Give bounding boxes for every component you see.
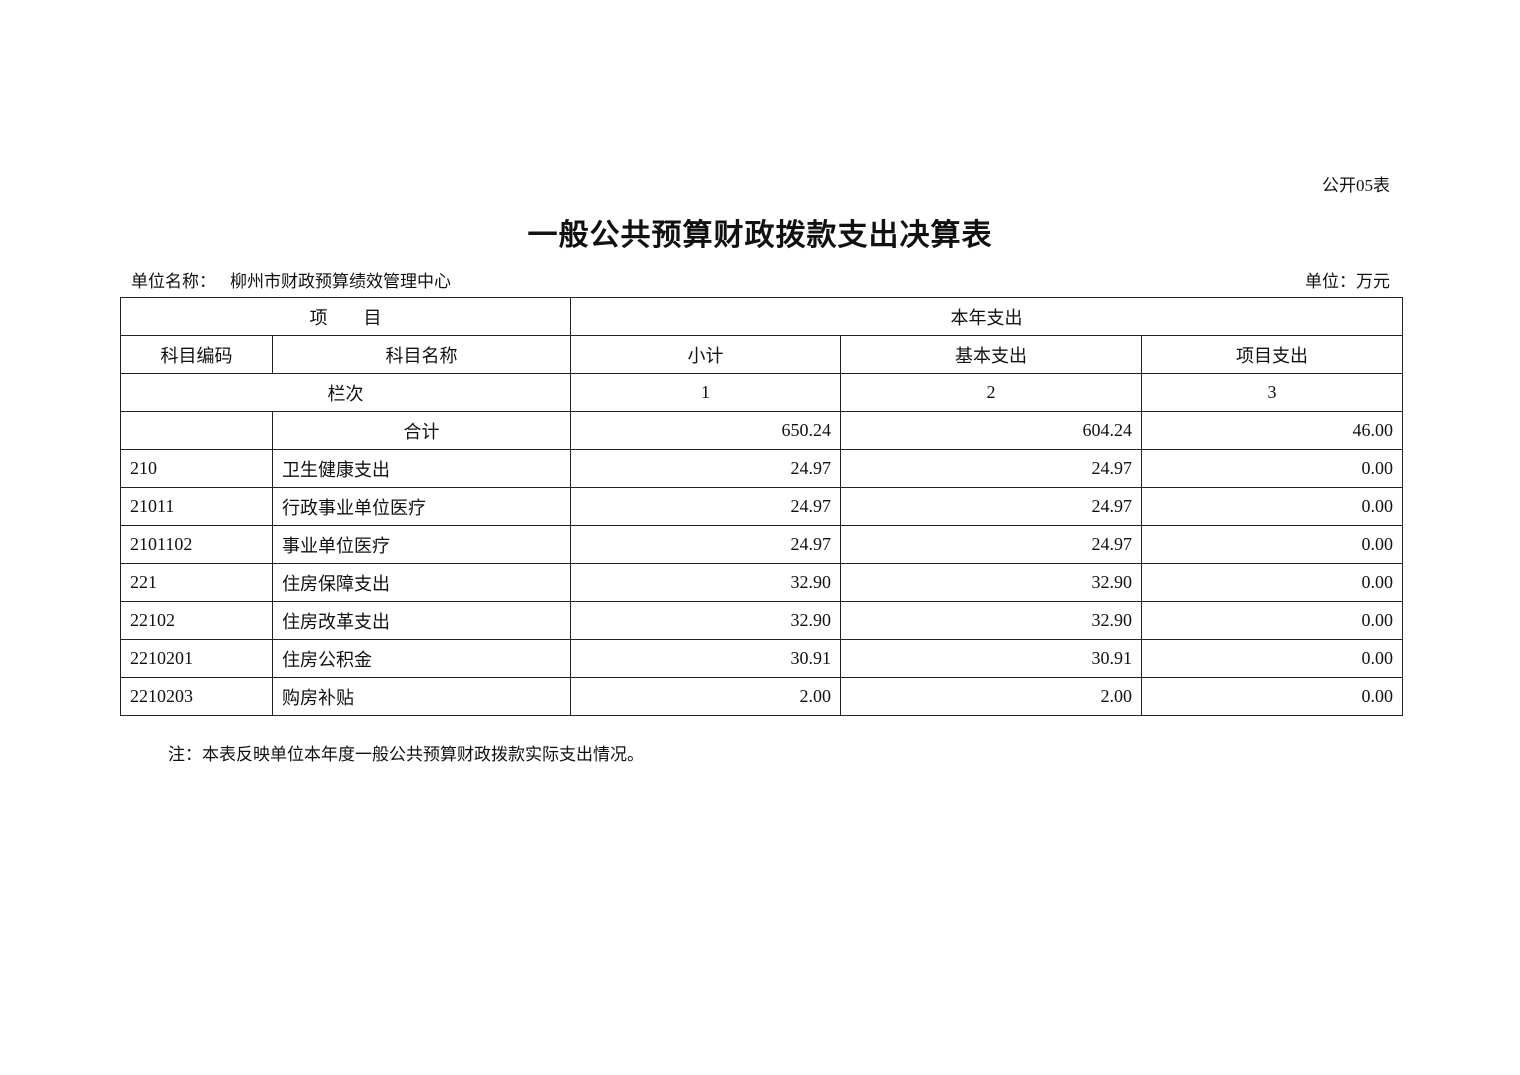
cell-basic: 30.91 bbox=[840, 639, 1142, 678]
cell-basic: 24.97 bbox=[840, 487, 1142, 526]
cell-subtotal: 32.90 bbox=[570, 563, 841, 602]
cell-code: 21011 bbox=[120, 487, 273, 526]
cell-subtotal: 30.91 bbox=[570, 639, 841, 678]
cell-project: 0.00 bbox=[1140, 639, 1404, 678]
total-basic: 604.24 bbox=[840, 411, 1142, 450]
page-title: 一般公共预算财政拨款支出决算表 bbox=[527, 219, 993, 252]
unit-name-line: 单位名称： 柳州市财政预算绩效管理中心 bbox=[131, 267, 451, 292]
table-row: 2210201 住房公积金 30.91 30.91 0.00 bbox=[120, 639, 1404, 678]
currency-unit: 单位：万元 bbox=[1305, 272, 1390, 291]
cell-project: 0.00 bbox=[1140, 525, 1404, 564]
cell-project: 0.00 bbox=[1140, 677, 1404, 716]
cell-code: 22102 bbox=[120, 601, 273, 640]
column-index: 1 bbox=[570, 373, 841, 412]
cell-project: 0.00 bbox=[1140, 449, 1404, 488]
cell-basic: 24.97 bbox=[840, 449, 1142, 488]
cell-basic: 2.00 bbox=[840, 677, 1142, 716]
table-row: 21011 行政事业单位医疗 24.97 24.97 0.00 bbox=[120, 487, 1404, 526]
column-index-row: 栏次 1 2 3 bbox=[120, 373, 1404, 412]
header-row-1: 项 目 本年支出 bbox=[120, 297, 1404, 336]
total-code bbox=[120, 411, 273, 450]
table-row: 2101102 事业单位医疗 24.97 24.97 0.00 bbox=[120, 525, 1404, 564]
cell-name: 住房改革支出 bbox=[272, 601, 571, 640]
cell-code: 2210203 bbox=[120, 677, 273, 716]
cell-name: 事业单位医疗 bbox=[272, 525, 571, 564]
table-row: 22102 住房改革支出 32.90 32.90 0.00 bbox=[120, 601, 1404, 640]
header-item: 项 目 bbox=[120, 297, 571, 336]
col-subtotal: 小计 bbox=[570, 335, 841, 374]
col-name: 科目名称 bbox=[272, 335, 571, 374]
cell-subtotal: 24.97 bbox=[570, 487, 841, 526]
table-row: 221 住房保障支出 32.90 32.90 0.00 bbox=[120, 563, 1404, 602]
cell-name: 卫生健康支出 bbox=[272, 449, 571, 488]
col-code: 科目编码 bbox=[120, 335, 273, 374]
cell-name: 住房保障支出 bbox=[272, 563, 571, 602]
cell-basic: 24.97 bbox=[840, 525, 1142, 564]
cell-subtotal: 24.97 bbox=[570, 449, 841, 488]
cell-subtotal: 2.00 bbox=[570, 677, 841, 716]
cell-subtotal: 24.97 bbox=[570, 525, 841, 564]
form-number: 公开05表 bbox=[1322, 176, 1390, 195]
cell-basic: 32.90 bbox=[840, 601, 1142, 640]
column-index-label: 栏次 bbox=[120, 373, 571, 412]
column-index: 2 bbox=[840, 373, 1142, 412]
total-subtotal: 650.24 bbox=[570, 411, 841, 450]
cell-subtotal: 32.90 bbox=[570, 601, 841, 640]
cell-code: 210 bbox=[120, 449, 273, 488]
cell-name: 住房公积金 bbox=[272, 639, 571, 678]
col-basic: 基本支出 bbox=[840, 335, 1142, 374]
table-row: 2210203 购房补贴 2.00 2.00 0.00 bbox=[120, 677, 1404, 716]
col-project: 项目支出 bbox=[1140, 335, 1404, 374]
cell-name: 行政事业单位医疗 bbox=[272, 487, 571, 526]
cell-project: 0.00 bbox=[1140, 563, 1404, 602]
total-label: 合计 bbox=[272, 411, 571, 450]
cell-project: 0.00 bbox=[1140, 601, 1404, 640]
cell-project: 0.00 bbox=[1140, 487, 1404, 526]
header-current-year: 本年支出 bbox=[569, 297, 1404, 336]
column-index: 3 bbox=[1140, 373, 1404, 412]
total-row: 合计 650.24 604.24 46.00 bbox=[120, 411, 1404, 450]
footnote: 注：本表反映单位本年度一般公共预算财政拨款实际支出情况。 bbox=[168, 745, 644, 764]
cell-code: 221 bbox=[120, 563, 273, 602]
cell-code: 2101102 bbox=[120, 525, 273, 564]
expenditure-table: 项 目 本年支出 科目编码 科目名称 小计 基本支出 项目支出 栏次 1 2 3… bbox=[120, 297, 1404, 716]
total-project: 46.00 bbox=[1140, 411, 1404, 450]
cell-name: 购房补贴 bbox=[272, 677, 571, 716]
header-row-2: 科目编码 科目名称 小计 基本支出 项目支出 bbox=[120, 335, 1404, 374]
unit-name: 柳州市财政预算绩效管理中心 bbox=[230, 272, 451, 291]
cell-code: 2210201 bbox=[120, 639, 273, 678]
table-row: 210 卫生健康支出 24.97 24.97 0.00 bbox=[120, 449, 1404, 488]
unit-name-label: 单位名称： bbox=[131, 272, 216, 291]
cell-basic: 32.90 bbox=[840, 563, 1142, 602]
